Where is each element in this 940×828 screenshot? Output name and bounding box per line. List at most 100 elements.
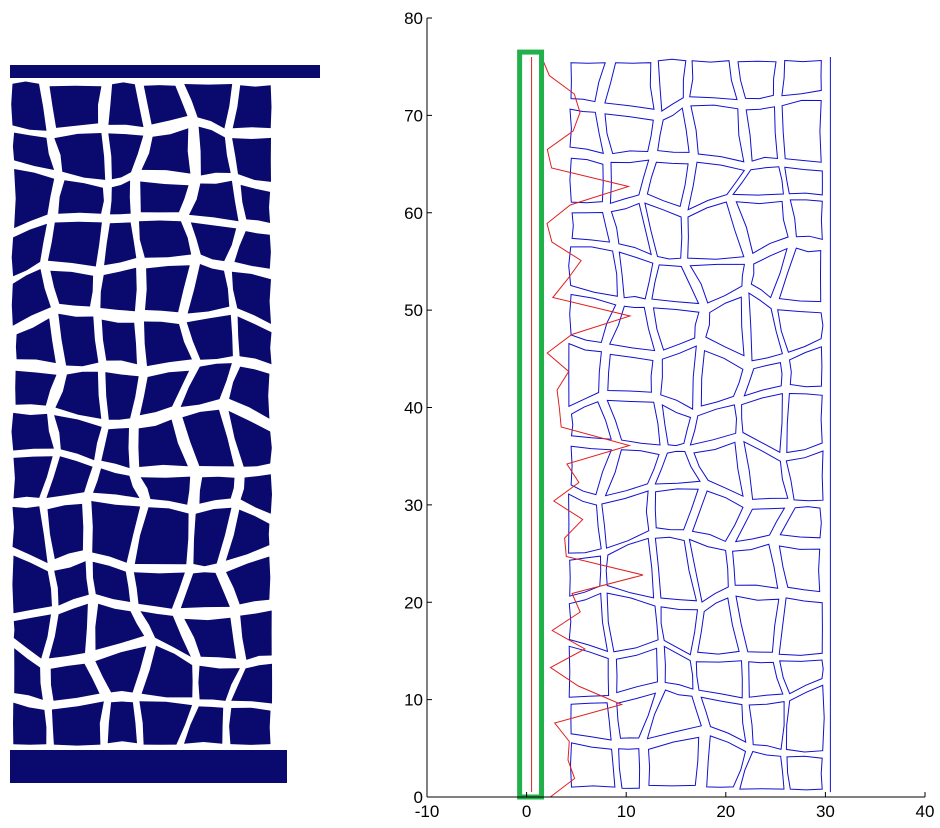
aggregate-contour — [697, 597, 740, 655]
aggregate-contour — [785, 684, 825, 753]
aggregate-contour — [689, 263, 745, 304]
aggregate-contour — [568, 342, 602, 408]
aggregate — [141, 128, 191, 174]
aggregate-contour — [660, 345, 697, 410]
aggregate — [101, 319, 137, 365]
aggregate — [11, 269, 51, 326]
aggregate-contour — [601, 490, 650, 549]
aggregate — [58, 180, 104, 214]
aggregate — [199, 476, 235, 504]
damage-boundary — [541, 56, 644, 798]
aggregate-contour — [569, 157, 604, 204]
aggregate — [140, 476, 191, 505]
aggregate — [231, 663, 273, 704]
aggregate-contour — [690, 104, 745, 163]
aggregate — [14, 648, 43, 700]
aggregate-contour — [604, 449, 660, 497]
aggregate — [13, 614, 52, 659]
y-tick-label: 50 — [404, 301, 423, 320]
aggregate — [139, 701, 193, 745]
aggregate — [92, 561, 131, 602]
aggregate-contour — [735, 200, 789, 255]
aggregate — [95, 646, 147, 693]
aggregate-contour — [784, 166, 823, 196]
aggregate-contour — [604, 62, 655, 110]
aggregate-contour — [654, 536, 698, 602]
aggregate-contour — [610, 202, 652, 256]
aggregate — [108, 82, 144, 128]
aggregate — [143, 85, 188, 125]
y-tick-label: 30 — [404, 496, 423, 515]
aggregate-contour — [570, 62, 606, 103]
aggregate-contour — [779, 659, 824, 695]
aggregate-contour — [657, 58, 687, 112]
aggregate-contour — [689, 404, 738, 446]
aggregate-contour — [569, 293, 617, 344]
aggregate — [58, 313, 99, 367]
highlight-box — [517, 49, 545, 800]
y-tick-label: 70 — [404, 106, 423, 125]
aggregate-contour — [608, 305, 656, 352]
aggregate-contour — [606, 399, 661, 446]
aggregate — [240, 610, 272, 660]
aggregate-contour — [618, 748, 641, 789]
aggregate — [11, 223, 47, 277]
aggregate-contour — [748, 701, 785, 751]
aggregate-contour — [606, 592, 659, 653]
aggregate — [133, 572, 185, 609]
aggregate — [184, 706, 224, 744]
aggregate-contour — [786, 755, 823, 791]
aggregate — [228, 410, 272, 467]
aggregate-contour — [663, 645, 694, 690]
aggregate — [180, 572, 230, 609]
aggregate-contour — [732, 543, 779, 589]
aggregate — [47, 221, 102, 267]
aggregate — [100, 267, 137, 312]
aggregate-contour — [788, 346, 823, 388]
aggregate-contour — [695, 660, 743, 699]
aggregate-contour — [605, 537, 655, 599]
aggregate-contour — [646, 161, 689, 208]
y-tick-label: 10 — [404, 691, 423, 710]
aggregate — [107, 701, 137, 744]
aggregate — [198, 665, 240, 701]
aggregate-contour — [739, 750, 785, 790]
aggregate — [134, 507, 189, 565]
y-tick-label: 0 — [414, 788, 423, 807]
aggregate — [54, 133, 106, 180]
aggregate — [104, 222, 137, 266]
aggregate — [229, 707, 271, 745]
aggregate — [95, 603, 145, 650]
aggregate-contour — [660, 606, 699, 656]
aggregate — [14, 169, 55, 229]
aggregate — [12, 555, 52, 614]
aggregate-contour — [778, 545, 821, 593]
aggregate — [50, 270, 94, 307]
aggregate-contour — [781, 59, 822, 97]
aggregate-contour — [618, 251, 654, 300]
x-tick-label: 0 — [522, 802, 531, 821]
aggregate-contour — [745, 106, 779, 162]
x-tick-label: 30 — [816, 802, 835, 821]
aggregate-contour — [571, 211, 611, 243]
aggregate — [13, 702, 47, 745]
aggregate — [225, 509, 270, 561]
aggregate — [193, 507, 232, 567]
aggregate-contour — [570, 401, 612, 440]
aggregate-contour — [570, 702, 612, 741]
aggregate — [144, 321, 192, 367]
aggregate — [186, 314, 233, 360]
aggregate-contour — [748, 661, 784, 698]
aggregate — [229, 366, 270, 419]
aggregate-contour — [700, 696, 747, 743]
aggregate-contour — [609, 159, 650, 204]
aggregate-contour — [569, 742, 616, 788]
aggregate-contour — [615, 647, 659, 694]
aggregate — [15, 318, 56, 364]
aggregate-contour — [789, 199, 823, 240]
aggregate-contour — [616, 692, 657, 739]
aggregate — [240, 184, 271, 223]
aggregate — [140, 181, 189, 213]
aggregate-contour — [689, 60, 738, 101]
